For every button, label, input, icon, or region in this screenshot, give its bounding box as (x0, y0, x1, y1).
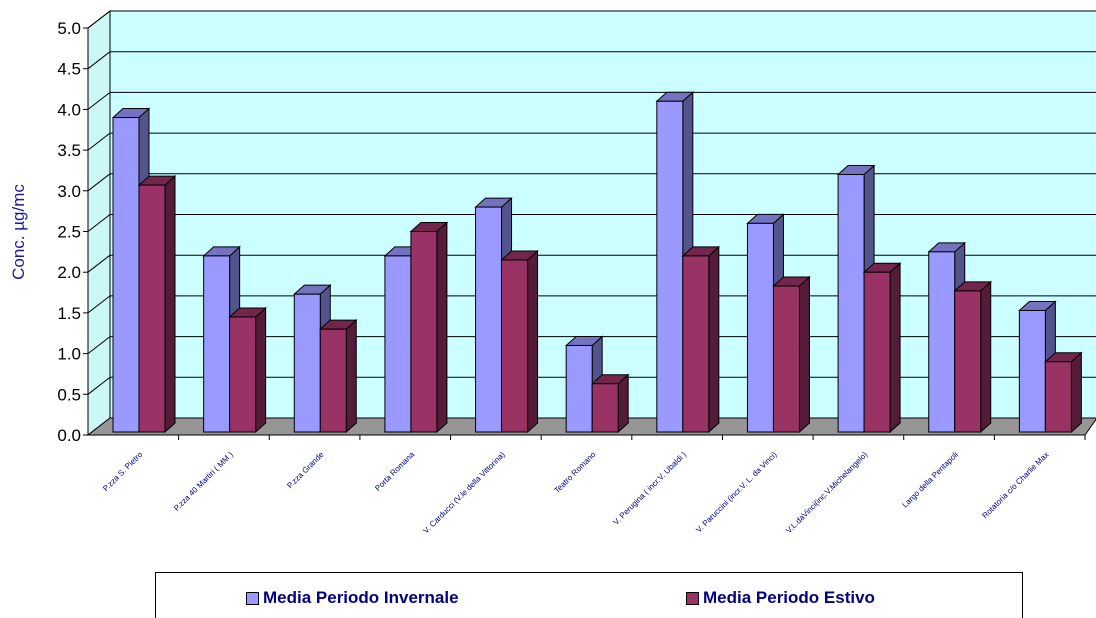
bar-estivo (319, 328, 347, 433)
x-category-label: P.zza S. Pietro (101, 450, 144, 493)
x-category-label: V. Carducci (V.le della Vittorina) (421, 450, 507, 536)
y-tick-label: 3.5 (57, 141, 81, 160)
bar-estivo (138, 184, 166, 433)
legend-label-winter: Media Periodo Invernale (263, 588, 459, 607)
legend-label-summer: Media Periodo Estivo (703, 588, 875, 607)
bar-estivo (410, 231, 438, 433)
bar-invernale (565, 344, 593, 433)
gridline-side (87, 336, 111, 354)
y-axis-ticks: 0.0 0.5 1.0 1.5 2.0 2.5 3.0 3.5 4.0 4.5 5.0 (57, 19, 89, 445)
gridline-side (87, 376, 111, 395)
bar-side-1 (1070, 351, 1082, 434)
x-category-label: Porta Romana (373, 450, 416, 493)
legend-swatch-summer (686, 591, 699, 605)
gridline-side (87, 132, 111, 151)
bars (111, 91, 1083, 434)
gridline-side (87, 51, 111, 70)
bar-invernale (928, 251, 956, 433)
bar-side-1 (617, 373, 629, 434)
gridline-side (87, 254, 111, 273)
bar-estivo (501, 259, 529, 433)
x-category-label: V. Perugina ( incr.V. Ubaldi ) (611, 450, 688, 527)
bar-invernale (837, 174, 865, 433)
x-category-label: P.zza 40 Martiri ( MM ) (172, 450, 235, 513)
x-category-label: Largo della Pentapoli (900, 450, 960, 510)
gridline-side (87, 92, 111, 110)
gridline-side (87, 173, 111, 192)
bar-estivo (1044, 361, 1072, 433)
x-category-label: Rotatoria c/o Charlie Max (980, 450, 1050, 520)
y-tick-label: 1.5 (57, 304, 81, 323)
y-tick-label: 2.0 (57, 263, 81, 282)
bar-invernale (203, 255, 231, 433)
x-axis-labels: P.zza S. Pietro P.zza 40 Martiri ( MM ) P.… (101, 435, 1086, 536)
bar-side-1 (436, 221, 448, 434)
bar-invernale (656, 100, 684, 433)
bar-side-1 (345, 319, 357, 434)
bar-side-1 (708, 245, 720, 434)
bar-invernale (293, 293, 321, 433)
bar-invernale (746, 222, 774, 433)
bar-invernale (475, 206, 503, 433)
legend: Media Periodo Invernale Media Periodo Es… (155, 572, 1023, 618)
y-tick-label: 4.0 (57, 100, 81, 119)
gridline-side (87, 214, 111, 232)
y-tick-label: 5.0 (57, 19, 81, 38)
bar-invernale (384, 255, 412, 433)
y-axis-label: Conc. µg/mc (9, 184, 28, 280)
y-tick-label: 4.5 (57, 60, 81, 79)
y-tick-label: 0.5 (57, 385, 81, 404)
y-tick-label: 3.0 (57, 182, 81, 201)
legend-swatch-winter (246, 591, 259, 605)
bar-chart: 0.0 0.5 1.0 1.5 2.0 2.5 3.0 3.5 4.0 4.5 5.0 P.zza … (9, 9, 1096, 536)
legend-item-winter: Media Periodo Invernale (246, 588, 459, 608)
gridline-side (87, 10, 111, 29)
legend-item-summer: Media Periodo Estivo (686, 588, 875, 608)
bar-estivo (229, 316, 257, 433)
bar-side-1 (980, 280, 992, 434)
bar-side-1 (255, 306, 267, 434)
bar-invernale (1018, 309, 1046, 433)
x-category-label: Teatro Romano (552, 450, 597, 495)
bar-side-1 (798, 275, 810, 434)
gridline-side (87, 295, 111, 314)
bar-estivo (682, 255, 710, 433)
bar-side-1 (527, 249, 539, 434)
bar-estivo (591, 383, 619, 433)
y-tick-label: 2.5 (57, 223, 81, 242)
bar-estivo (863, 271, 891, 433)
x-category-label: P.zza Grande (285, 450, 326, 491)
bar-side-1 (164, 174, 176, 434)
x-category-label: V. Paruccini (incr.V. L. da Vinci) (694, 450, 779, 535)
x-category-label: V.L.daVinci(inc.V.Michelangelo) (784, 450, 869, 535)
y-tick-label: 1.0 (57, 345, 81, 364)
bar-estivo (772, 285, 800, 433)
y-tick-label: 0.0 (57, 426, 81, 445)
bar-estivo (954, 290, 982, 433)
bar-invernale (112, 117, 140, 433)
bar-side-1 (889, 262, 901, 434)
